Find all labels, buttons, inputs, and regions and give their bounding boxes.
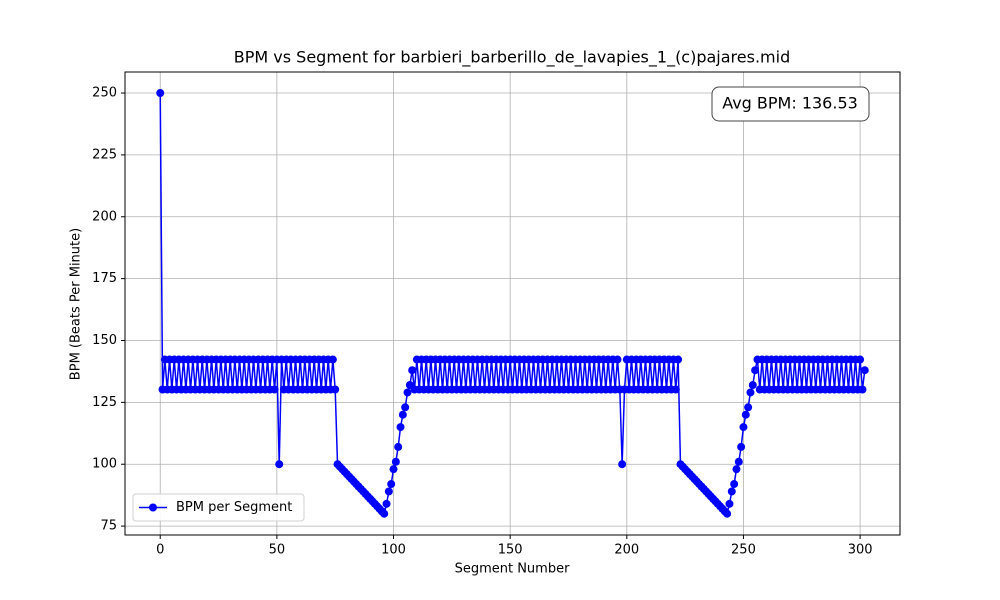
point (732, 465, 741, 474)
point (156, 89, 165, 98)
point (382, 499, 391, 508)
x-tick-label: 150 (498, 543, 523, 558)
point (398, 410, 407, 419)
x-tick-label: 100 (381, 543, 406, 558)
point (730, 480, 739, 489)
point (270, 385, 279, 394)
point (860, 366, 869, 375)
annotation-box (711, 86, 870, 122)
y-tick-label: 225 (92, 147, 117, 162)
point (748, 381, 757, 390)
y-axis-label: BPM (Beats Per Minute) (69, 228, 84, 380)
point (401, 403, 410, 412)
point (751, 366, 760, 375)
x-tick-label: 300 (848, 543, 873, 558)
y-tick-label: 100 (92, 457, 117, 472)
point (391, 457, 400, 466)
y-tick-label: 125 (92, 395, 117, 410)
point (387, 480, 396, 489)
point (408, 366, 417, 375)
point (725, 499, 734, 508)
point (746, 388, 755, 397)
y-tick-label: 150 (92, 333, 117, 348)
point (394, 442, 403, 451)
series-line (159, 93, 866, 516)
point (737, 442, 746, 451)
plot-frame (124, 71, 901, 536)
legend-box (132, 493, 305, 522)
point (380, 509, 389, 518)
x-tick-label: 200 (614, 543, 639, 558)
annotation: Avg BPM: 136.53 (722, 94, 858, 113)
point (674, 355, 683, 364)
point (734, 457, 743, 466)
point (331, 385, 340, 394)
legend-label: BPM per Segment (176, 500, 292, 515)
chart-title: BPM vs Segment for barbieri_barberillo_d… (234, 48, 790, 68)
x-tick-label: 250 (731, 543, 756, 558)
point (858, 385, 867, 394)
point (618, 460, 627, 469)
y-tick-label: 250 (92, 86, 117, 101)
point (396, 423, 405, 432)
y-tick-label: 75 (100, 519, 117, 534)
x-tick-label: 50 (269, 543, 286, 558)
point (275, 460, 284, 469)
point (856, 355, 865, 364)
point (723, 509, 732, 518)
point (744, 403, 753, 412)
point (613, 355, 622, 364)
point (739, 423, 748, 432)
point (403, 388, 412, 397)
y-tick-label: 200 (92, 209, 117, 224)
point (328, 355, 337, 364)
point (727, 487, 736, 496)
point (384, 487, 393, 496)
x-axis-label: Segment Number (455, 562, 571, 577)
point (671, 385, 680, 394)
x-tick-label: 0 (156, 543, 164, 558)
point (741, 410, 750, 419)
legend-marker (149, 503, 157, 512)
y-tick-label: 175 (92, 271, 117, 286)
point (389, 465, 398, 474)
